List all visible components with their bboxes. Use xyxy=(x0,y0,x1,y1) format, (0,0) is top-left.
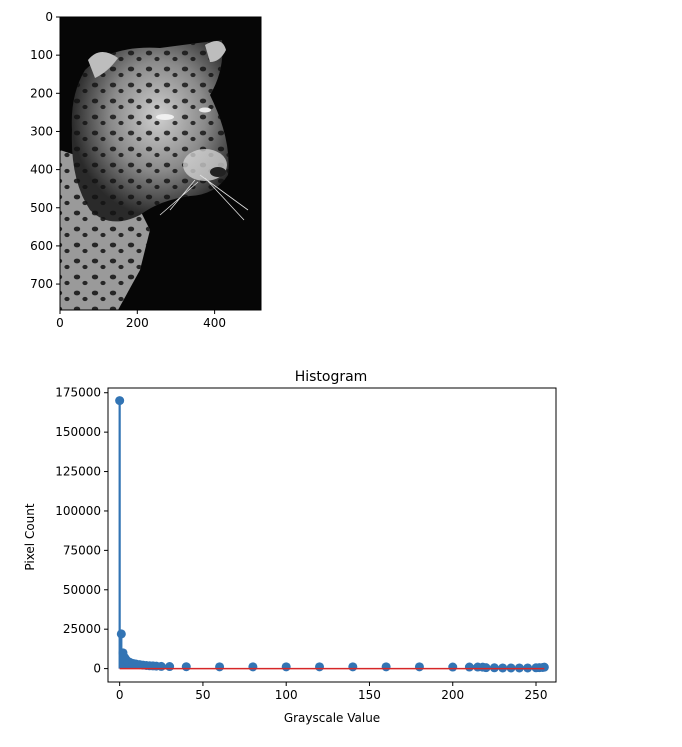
histogram-y-tick-label: 75000 xyxy=(63,543,101,557)
histogram-y-tick-label: 100000 xyxy=(55,504,101,518)
histogram-point xyxy=(115,396,125,406)
histogram-y-tick-label: 25000 xyxy=(63,622,101,636)
y-axis-label: Pixel Count xyxy=(23,503,37,571)
histogram-point xyxy=(156,661,166,671)
histogram-y-tick-label: 0 xyxy=(93,662,101,676)
image-x-tick-label: 0 xyxy=(56,316,64,330)
image-y-tick-label: 400 xyxy=(30,163,53,177)
histogram-point xyxy=(448,662,458,672)
histogram-point xyxy=(348,662,358,672)
image-x-tick-label: 200 xyxy=(126,316,149,330)
histogram-point xyxy=(248,662,258,672)
histogram-point xyxy=(464,662,474,672)
histogram-subplot: Histogram 0 50 100 150 200 250 0 25000 50000 750… xyxy=(23,369,557,725)
image-y-tick-label: 300 xyxy=(30,124,53,138)
histogram-x-tick-label: 100 xyxy=(275,688,298,702)
image-y-tick-label: 500 xyxy=(30,201,53,215)
jaguar-image xyxy=(60,17,261,310)
image-y-tick-label: 200 xyxy=(30,86,53,100)
histogram-x-tick-label: 0 xyxy=(116,688,124,702)
histogram-point xyxy=(489,663,499,673)
histogram-y-tick-label: 50000 xyxy=(63,583,101,597)
histogram-point xyxy=(539,662,549,672)
image-y-tick-label: 600 xyxy=(30,239,53,253)
histogram-point xyxy=(165,662,175,672)
image-frame xyxy=(59,16,262,311)
histogram-y-tick-label: 150000 xyxy=(55,425,101,439)
histogram-title: Histogram xyxy=(295,369,368,385)
histogram-y-tick-label: 175000 xyxy=(55,386,101,400)
x-axis-label: Grayscale Value xyxy=(284,711,380,725)
histogram-x-tick-label: 250 xyxy=(525,688,548,702)
histogram-point xyxy=(116,629,126,639)
histogram-point xyxy=(381,662,391,672)
histogram-x-tick-label: 200 xyxy=(441,688,464,702)
histogram-point xyxy=(281,662,291,672)
histogram-y-tick-label: 125000 xyxy=(55,465,101,479)
histogram-frame xyxy=(107,387,557,683)
histogram-x-tick-label: 50 xyxy=(195,688,210,702)
histogram-point xyxy=(181,662,191,672)
histogram-x-tick-label: 150 xyxy=(358,688,381,702)
histogram-point xyxy=(315,662,325,672)
histogram-point xyxy=(414,662,424,672)
histogram-point xyxy=(215,662,225,672)
histogram-point xyxy=(481,663,491,673)
image-y-tick-label: 700 xyxy=(30,277,53,291)
image-y-tick-label: 100 xyxy=(30,48,53,62)
image-subplot: 0 200 400 0 100 200 300 400 500 600 700 xyxy=(30,10,262,330)
image-x-tick-label: 400 xyxy=(203,316,226,330)
image-y-tick-label: 0 xyxy=(45,10,53,24)
